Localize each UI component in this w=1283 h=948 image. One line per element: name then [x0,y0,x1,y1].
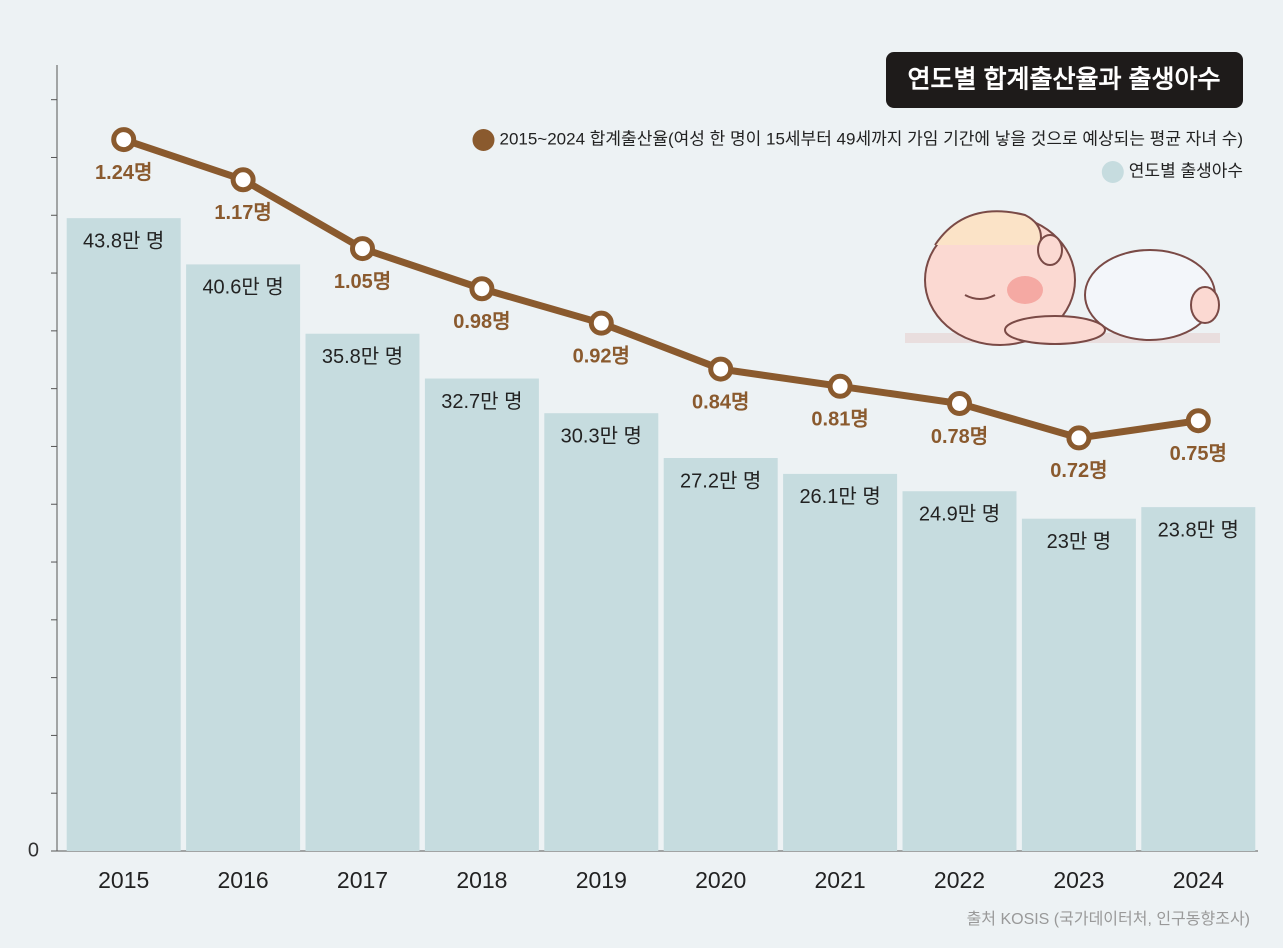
line-value-label: 0.81명 [811,408,868,431]
line-value-label: 1.17명 [214,201,271,224]
x-tick-label: 2023 [1053,867,1104,893]
line-point [827,373,853,399]
legend-swatch [1101,161,1124,183]
x-tick-label: 2019 [576,867,627,893]
chart-title: 연도별 합계출산율과 출생아수 [908,66,1221,94]
bar [663,458,778,851]
bar-value-label: 24.9만 명 [919,503,1000,526]
legend-label: 연도별 출생아수 [1129,161,1243,180]
line-value-label: 0.72명 [1050,459,1107,482]
x-tick-label: 2022 [934,867,985,893]
line-value-label: 0.98명 [453,310,510,333]
bar [305,333,420,851]
x-tick-label: 2024 [1173,867,1224,893]
legend-swatch [472,129,495,151]
bar-value-label: 30.3만 명 [561,424,642,447]
bar [544,413,659,851]
line-point [350,236,375,262]
line-point [588,310,614,336]
line-value-label: 1.24명 [95,161,152,184]
title-box [886,52,1243,108]
x-tick-label: 2021 [815,867,866,893]
bar-value-label: 23만 명 [1047,530,1112,553]
line-point [230,167,256,193]
legend-label: 2015~2024 합계출산율(여성 한 명이 15세부터 49세까지 가임 기… [499,129,1243,148]
line-point [1066,425,1092,451]
line-value-label: 0.75명 [1170,442,1227,465]
bar-value-label: 23.8만 명 [1158,518,1239,541]
bar-value-label: 27.2만 명 [680,469,761,492]
bar-value-label: 26.1만 명 [799,485,880,508]
bar-value-label: 32.7만 명 [441,390,522,413]
x-tick-label: 2017 [337,867,388,893]
bar [424,378,539,851]
x-tick-label: 2020 [695,867,746,893]
line-point [1185,408,1211,434]
bar [783,473,898,851]
line-value-label: 0.92명 [573,344,630,367]
bar-value-label: 40.6만 명 [202,276,283,299]
bar-value-label: 35.8만 명 [322,345,403,368]
line-value-label: 0.78명 [931,425,988,448]
line-point [111,127,137,153]
line-point [469,276,495,302]
bar [1141,507,1256,851]
source: 출처 KOSIS (국가데이터처, 인구동향조사) [967,910,1250,928]
bar-value-label: 43.8만 명 [83,229,164,252]
bar [902,491,1017,851]
line-value-label: 1.05명 [334,270,391,293]
bar [1021,518,1136,851]
x-tick-label: 2018 [456,867,507,893]
line-point [947,390,972,416]
x-tick-label: 2016 [218,867,269,893]
line-value-label: 0.84명 [692,390,749,413]
bar [186,264,301,851]
bar [66,218,181,851]
line-point [708,356,734,382]
baby-illustration [905,210,1220,346]
x-tick-label: 2015 [98,867,149,893]
line [122,136,1199,442]
y-tick-label: 0 [28,839,39,861]
